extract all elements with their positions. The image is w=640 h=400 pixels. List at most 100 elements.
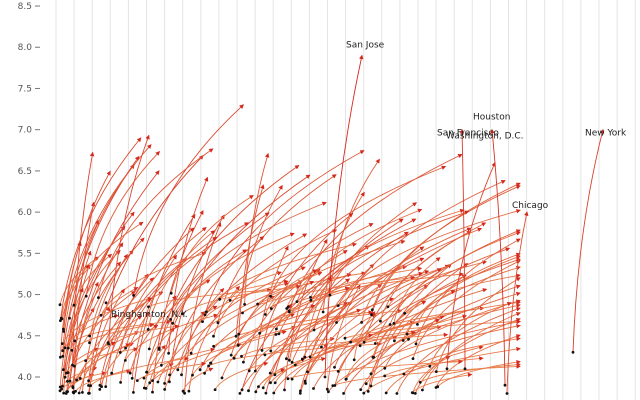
city-arrow	[363, 346, 521, 394]
city-arrow	[66, 264, 91, 392]
city-arrow	[363, 222, 487, 343]
city-arrow	[67, 237, 145, 392]
city-start-dot	[384, 391, 388, 395]
city-start-dot	[269, 349, 273, 353]
city-arrow	[71, 322, 155, 351]
city-start-dot	[62, 368, 65, 372]
city-start-dot	[59, 355, 62, 359]
city-arrow	[157, 280, 304, 383]
city-arrow	[429, 302, 512, 367]
city-arrow	[262, 368, 286, 388]
city-start-dot	[234, 334, 238, 338]
city-arrow	[229, 271, 282, 301]
city-start-dot	[268, 371, 272, 375]
city-start-dot	[168, 380, 171, 384]
y-tick-label: 4.5	[18, 332, 32, 342]
city-start-dot	[157, 348, 161, 351]
city-start-dot	[358, 344, 362, 348]
city-arrow	[73, 347, 139, 367]
city-start-dot	[68, 379, 72, 383]
city-arrow	[287, 359, 463, 380]
city-start-dot	[62, 391, 66, 395]
city-start-dot	[75, 378, 78, 382]
city-start-dot	[240, 354, 243, 358]
y-tick-label: 8.0	[18, 43, 33, 53]
city-start-dot	[362, 340, 366, 344]
city-start-dot	[189, 351, 193, 355]
city-start-dot	[275, 327, 278, 331]
city-start-dot	[336, 370, 340, 373]
city-start-dot	[243, 303, 247, 306]
city-start-dot	[163, 388, 167, 391]
city-start-dot	[369, 372, 373, 376]
city-arrow	[235, 184, 283, 337]
city-start-dot	[163, 382, 167, 385]
city-start-dot	[128, 371, 132, 375]
city-arrow	[435, 277, 521, 372]
city-start-dot	[304, 382, 307, 385]
city-arrow	[124, 313, 219, 361]
city-start-dot	[359, 388, 363, 391]
city-start-dot	[203, 371, 207, 375]
dot-layer	[58, 291, 575, 395]
city-arrow	[148, 295, 177, 349]
city-arrow	[332, 364, 521, 387]
city-start-dot	[260, 349, 264, 352]
city-start-dot	[331, 384, 335, 387]
city-start-dot	[386, 305, 390, 309]
city-arrow	[69, 170, 160, 382]
city-start-dot	[321, 310, 325, 314]
city-start-dot	[171, 321, 175, 325]
city-start-dot	[168, 373, 172, 377]
city-start-dot	[328, 293, 332, 297]
city-start-dot	[410, 391, 414, 394]
city-start-dot	[135, 379, 139, 382]
city-arrow	[99, 227, 195, 386]
city-start-dot	[272, 391, 276, 395]
city-start-dot	[360, 321, 363, 324]
city-label: San Francisco	[437, 129, 499, 139]
labeled-city-arrow	[490, 128, 506, 386]
city-start-dot	[264, 391, 268, 395]
city-arrow	[105, 273, 149, 387]
city-start-dot	[181, 389, 185, 393]
city-start-dot	[104, 301, 108, 305]
city-arrow	[326, 284, 361, 390]
city-label: Binghamton, N.Y.	[111, 310, 188, 320]
city-arrow	[125, 222, 249, 349]
city-start-dot	[428, 364, 432, 368]
city-start-dot	[237, 332, 241, 336]
city-start-dot	[142, 376, 146, 380]
city-start-dot	[191, 373, 194, 377]
city-arrow	[437, 359, 521, 388]
city-arrow	[59, 287, 84, 388]
city-start-dot	[89, 384, 92, 388]
city-arrow	[219, 279, 289, 300]
city-label: Chicago	[512, 201, 549, 211]
city-arrow	[73, 144, 152, 306]
city-start-dot	[325, 387, 329, 391]
y-tick-label: 4.0	[18, 373, 33, 383]
city-start-dot	[132, 294, 136, 297]
city-start-dot	[301, 357, 304, 361]
city-arrow	[309, 227, 483, 358]
city-start-dot	[130, 376, 134, 380]
city-start-dot	[60, 342, 64, 345]
city-arrow	[108, 134, 150, 345]
city-arrow	[214, 361, 269, 390]
city-start-dot	[110, 371, 114, 375]
city-start-dot	[61, 349, 65, 353]
city-start-dot	[434, 386, 438, 389]
city-arrow	[343, 291, 521, 394]
city-arrow	[88, 155, 204, 381]
city-start-dot	[434, 370, 438, 373]
city-arrow	[143, 344, 166, 389]
city-start-dot	[383, 374, 387, 378]
city-arrow	[264, 269, 318, 315]
city-start-dot	[72, 364, 76, 368]
city-arrow	[372, 300, 427, 358]
city-start-dot	[212, 344, 216, 348]
city-arrow	[99, 324, 159, 390]
city-arrow	[221, 313, 296, 379]
city-start-dot	[98, 383, 102, 387]
